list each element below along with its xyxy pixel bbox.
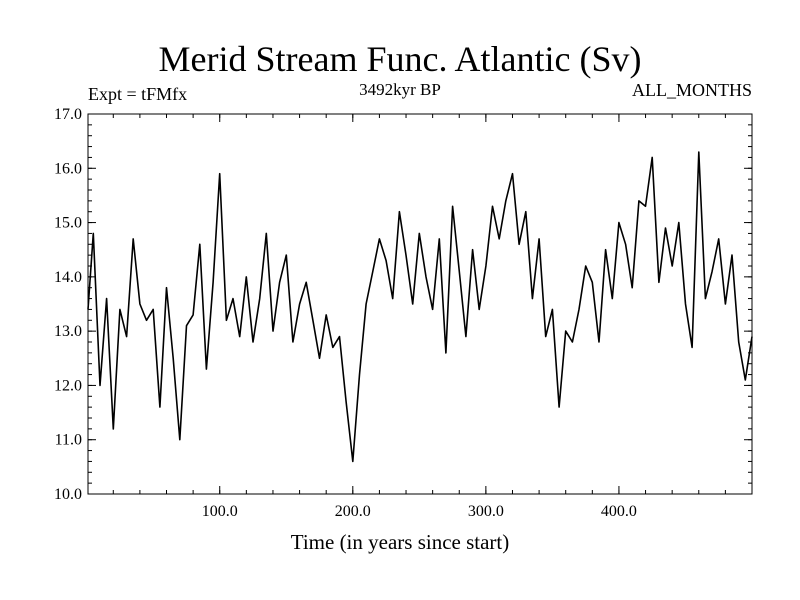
x-tick-label: 300.0 bbox=[468, 503, 504, 520]
y-tick-label: 17.0 bbox=[54, 106, 82, 123]
y-tick-label: 14.0 bbox=[54, 269, 82, 286]
x-tick-label: 200.0 bbox=[335, 503, 371, 520]
experiment-label: Expt = tFMfx bbox=[88, 84, 188, 104]
x-axis: 100.0 200.0 300.0 400.0 bbox=[112, 114, 726, 520]
y-tick-label: 12.0 bbox=[54, 377, 82, 394]
x-axis-label: Time (in years since start) bbox=[290, 530, 510, 554]
chart-subtitle: 3492kyr BP bbox=[359, 80, 441, 99]
y-tick-label: 11.0 bbox=[55, 432, 82, 449]
chart-title: Merid Stream Func. Atlantic (Sv) bbox=[158, 39, 642, 79]
x-tick-label: 100.0 bbox=[202, 503, 238, 520]
y-tick-label: 15.0 bbox=[54, 215, 82, 232]
y-axis: 10.0 11.0 12.0 13.0 14.0 15.0 16.0 17.0 bbox=[54, 106, 752, 503]
y-tick-label: 16.0 bbox=[54, 160, 82, 177]
period-label: ALL_MONTHS bbox=[632, 80, 752, 100]
series-line bbox=[87, 151, 753, 463]
y-tick-label: 10.0 bbox=[54, 486, 82, 503]
y-tick-label: 13.0 bbox=[54, 323, 82, 340]
x-tick-label: 400.0 bbox=[601, 503, 637, 520]
series-layer bbox=[87, 151, 753, 463]
